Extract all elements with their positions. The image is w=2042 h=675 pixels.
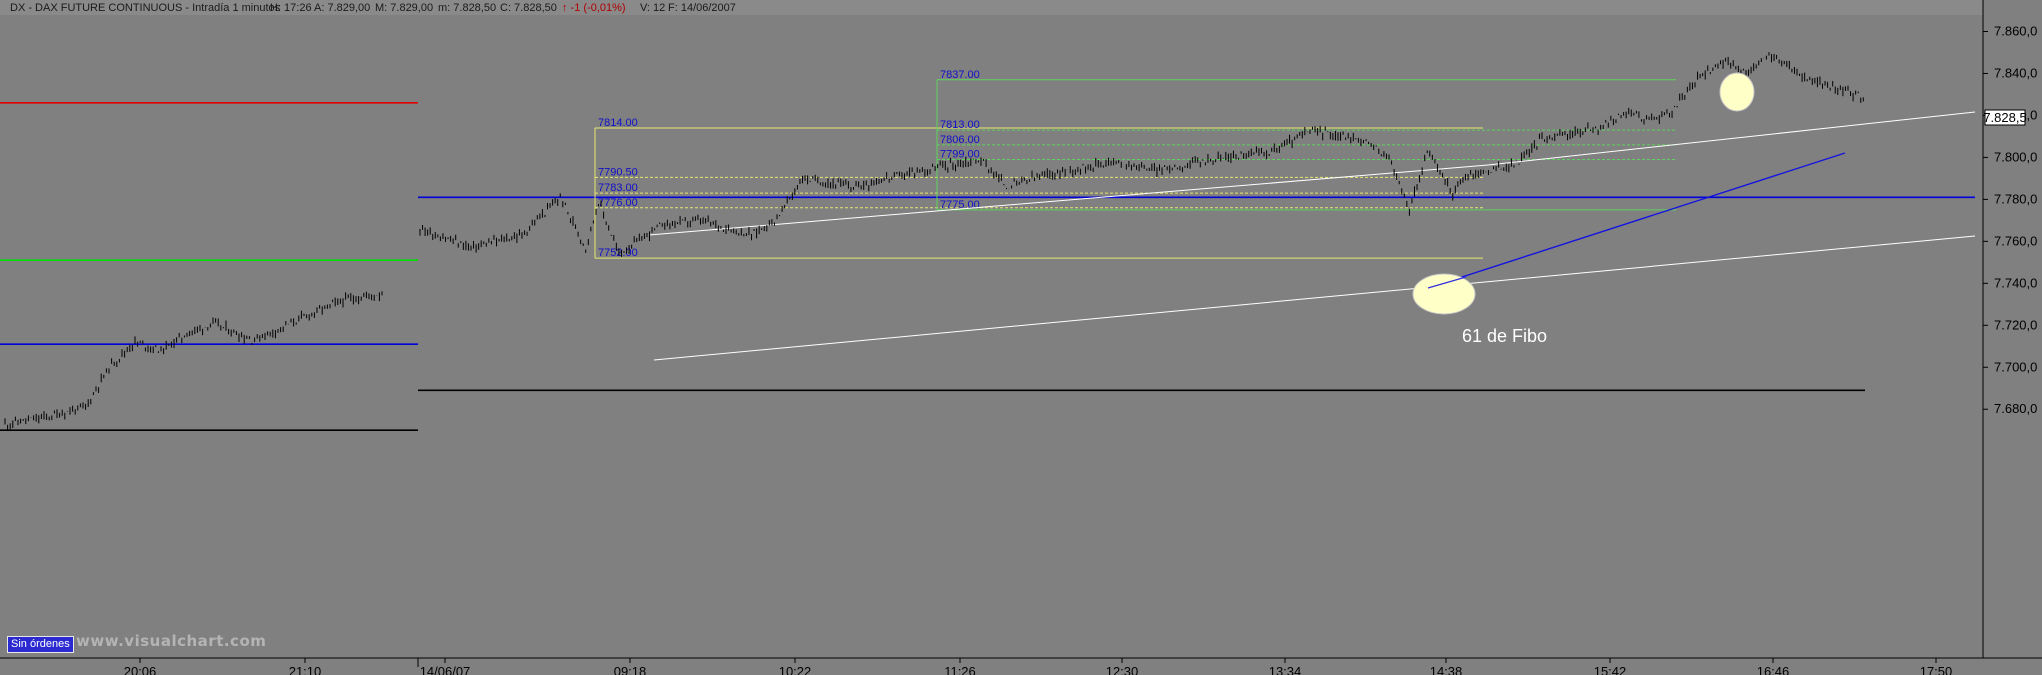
marker-trend-stub <box>1427 276 1467 289</box>
fib-box-1-label: 7783.00 <box>598 182 638 194</box>
header-max: M: 7.829,00 <box>375 2 433 14</box>
channel-upper-line-extension[interactable] <box>1487 111 1976 166</box>
header-high-time: H: 17:26 <box>270 2 312 14</box>
x-tick-label: 16:46 <box>1757 664 1790 675</box>
fib-box-1-label: 7790.50 <box>598 166 638 178</box>
fib-box-2-label: 7837.00 <box>940 69 980 81</box>
x-tick-label: 14/06/07 <box>420 664 471 675</box>
fib-box-1-label: 7776.00 <box>598 197 638 209</box>
x-tick-label: 17:50 <box>1920 664 1953 675</box>
fib-box-2-label: 7806.00 <box>940 134 980 146</box>
blue-trendline[interactable] <box>1427 152 1846 289</box>
fib-box-1-label: 7814.00 <box>598 117 638 129</box>
y-tick-label: 7.720,0 <box>1994 317 2037 332</box>
x-tick-label: 13:34 <box>1269 664 1302 675</box>
x-tick-label: 14:38 <box>1430 664 1463 675</box>
fib-box-2-label: 7799.00 <box>940 149 980 161</box>
no-orders-button[interactable]: Sin órdenes <box>7 636 74 653</box>
watermark-logo: www.visualchart.com <box>76 632 267 650</box>
y-tick-label: 7.840,0 <box>1994 65 2037 80</box>
x-axis-ticks: 20:06 21:10 14/06/07 09:18 10:22 11:26 12:30 13… <box>124 658 1953 675</box>
header-open: A: 7.829,00 <box>314 2 370 14</box>
x-tick-label: 21:10 <box>289 664 322 675</box>
x-tick-label: 10:22 <box>779 664 812 675</box>
last-price-label: 7.828,5 <box>1983 110 2026 125</box>
trendlines-layer <box>648 111 1976 361</box>
x-tick-label: 09:18 <box>614 664 647 675</box>
header-volume: V: 12 <box>640 2 665 14</box>
y-tick-label: 7.740,0 <box>1994 275 2037 290</box>
candles-layer <box>4 52 1864 430</box>
y-tick-label: 7.680,0 <box>1994 401 2037 416</box>
fibo-61-marker <box>1412 273 1476 315</box>
header-bar <box>0 0 1983 15</box>
y-tick-label: 7.760,0 <box>1994 233 2037 248</box>
channel-upper-line[interactable] <box>648 164 1489 236</box>
x-tick-label: 11:26 <box>944 664 976 675</box>
x-tick-label: 12:30 <box>1106 664 1139 675</box>
header-close: C: 7.828,50 <box>500 2 557 14</box>
x-tick-label: 15:42 <box>1594 664 1627 675</box>
header-date: F: 14/06/2007 <box>668 2 736 14</box>
y-tick-label: 7.700,0 <box>1994 359 2037 374</box>
breakout-marker <box>1719 72 1755 112</box>
fibonacci-layer: 7814.00 7790.50 7783.00 7776.00 7752.00 7837.… <box>594 69 1676 259</box>
fib-box-2-label: 7813.00 <box>940 119 980 131</box>
fib-box-1-label: 7752.00 <box>598 247 638 259</box>
last-price-flag <box>1984 109 2026 126</box>
y-tick-label: 7.780,0 <box>1994 191 2037 206</box>
y-tick-label: 7.860,0 <box>1994 24 2037 39</box>
levels-layer <box>0 102 1975 432</box>
y-tick-label: 7.800,0 <box>1994 149 2037 164</box>
fibo-annotation: 61 de Fibo <box>1462 326 1547 346</box>
header-title: DX - DAX FUTURE CONTINUOUS - Intradía 1 … <box>10 2 281 14</box>
header-min: m: 7.828,50 <box>438 2 496 14</box>
x-tick-label: 20:06 <box>124 664 157 675</box>
channel-lower-line[interactable] <box>653 235 1976 361</box>
header-variation: ↑ -1 (-0,01%) <box>562 2 626 14</box>
